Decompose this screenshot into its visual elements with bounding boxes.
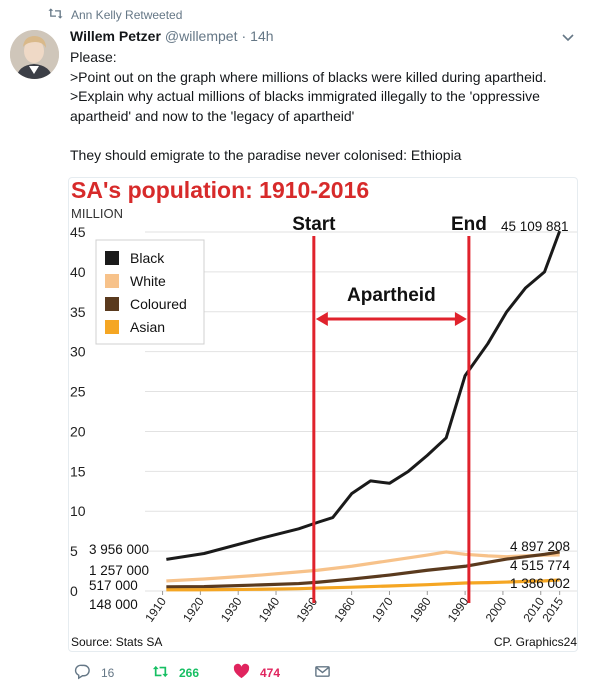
author-handle[interactable]: @willempet — [164, 28, 238, 44]
heart-icon — [233, 663, 250, 683]
tweet-timestamp[interactable]: 14h — [250, 28, 274, 44]
tweet-media-chart[interactable]: SA's population: 1910-2016 MILLION 0 5 10 15 2… — [68, 177, 578, 652]
series-line-coloured — [166, 550, 560, 589]
x-tick-label: 1910 — [142, 594, 169, 624]
reply-icon — [74, 663, 91, 683]
series-line-black — [166, 230, 562, 561]
label-white-end: 4 515 774 — [510, 558, 571, 573]
like-button[interactable]: 474 — [233, 663, 280, 683]
tweet-header: Willem Petzer @willempet · 14h — [70, 28, 274, 44]
label-asian-end: 1 386 002 — [510, 576, 570, 591]
direct-message-button[interactable] — [314, 663, 331, 683]
apartheid-arrow-right-head — [454, 312, 467, 326]
chart-source: Source: Stats SA — [71, 635, 162, 649]
x-tick-label: 2000 — [483, 594, 510, 624]
like-count: 474 — [260, 666, 281, 680]
retweet-count: 266 — [179, 666, 200, 680]
avatar[interactable] — [10, 30, 59, 79]
legend-label-black: Black — [130, 250, 165, 266]
retweet-icon — [48, 7, 63, 23]
start-label: Start — [292, 214, 336, 235]
envelope-icon — [314, 663, 331, 683]
retweeted-by-label: Ann Kelly Retweeted — [71, 8, 183, 22]
end-label: End — [451, 214, 487, 235]
author-name[interactable]: Willem Petzer — [70, 28, 161, 44]
retweeted-by-row[interactable]: Ann Kelly Retweeted — [48, 7, 182, 23]
chevron-down-icon[interactable] — [561, 30, 575, 44]
x-tick-label: 1980 — [407, 594, 434, 624]
legend-swatch-black — [105, 251, 119, 265]
y-axis-label: MILLION — [71, 206, 123, 221]
chart-title: SA's population: 1910-2016 — [71, 178, 369, 203]
series-line-asian — [166, 578, 560, 592]
y-tick-label: 10 — [70, 503, 86, 519]
population-chart: SA's population: 1910-2016 MILLION 0 5 10 15 2… — [70, 178, 577, 649]
label-black-end: 45 109 881 — [501, 219, 569, 234]
x-tick-label: 1920 — [180, 594, 207, 624]
legend-swatch-white — [105, 274, 119, 288]
label-white-start: 1 257 000 — [89, 563, 149, 578]
legend-swatch-coloured — [105, 297, 119, 311]
x-tick-label: 2015 — [539, 594, 566, 624]
label-black-start: 3 956 000 — [89, 542, 149, 557]
y-tick-label: 45 — [70, 224, 86, 240]
apartheid-label: Apartheid — [347, 285, 436, 306]
x-tick-label: 1960 — [331, 594, 358, 624]
y-tick-label: 25 — [70, 384, 86, 400]
x-tick-label: 1970 — [369, 594, 396, 624]
y-tick-label: 0 — [70, 583, 78, 599]
legend-label-asian: Asian — [130, 319, 165, 335]
retweet-button[interactable]: 266 — [152, 663, 199, 683]
separator-dot: · — [241, 28, 247, 44]
legend-label-white: White — [130, 273, 166, 289]
label-coloured-start: 517 000 — [89, 578, 138, 593]
x-tick-label: 1930 — [218, 594, 245, 624]
y-tick-label: 30 — [70, 344, 86, 360]
tweet-actions: 16 266 474 — [70, 663, 370, 683]
label-asian-start: 148 000 — [89, 597, 138, 612]
y-tick-label: 40 — [70, 264, 86, 280]
tweet-text: Please: >Point out on the graph where mi… — [70, 49, 547, 163]
retweet-icon — [152, 663, 169, 683]
chart-credit: CP. Graphics24 — [494, 635, 577, 649]
label-coloured-end: 4 897 208 — [510, 539, 570, 554]
y-tick-label: 20 — [70, 423, 86, 439]
legend-label-coloured: Coloured — [130, 296, 187, 312]
y-tick-label: 35 — [70, 304, 86, 320]
x-tick-label: 1940 — [256, 594, 283, 624]
reply-button[interactable]: 16 — [74, 663, 114, 683]
x-tick-label: 1950 — [294, 594, 321, 624]
y-tick-label: 5 — [70, 543, 78, 559]
apartheid-arrow-left-head — [315, 312, 328, 326]
legend-swatch-asian — [105, 320, 119, 334]
reply-count: 16 — [101, 666, 115, 680]
y-tick-label: 15 — [70, 463, 86, 479]
